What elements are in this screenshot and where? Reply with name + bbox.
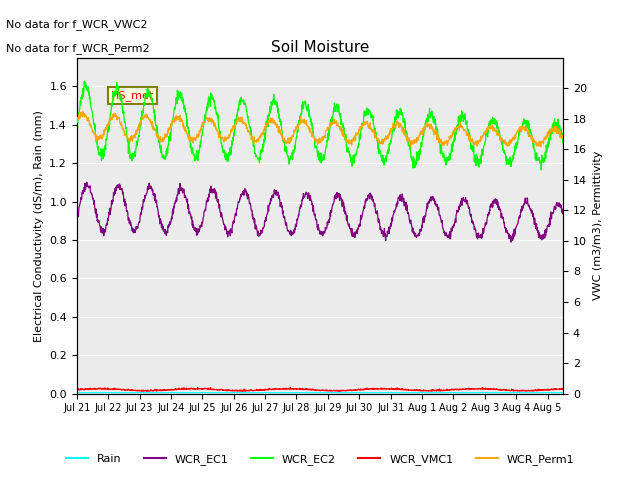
WCR_VMC1: [280, 386, 287, 392]
WCR_EC2: [538, 167, 545, 173]
Rain: [279, 390, 287, 396]
Title: Soil Moisture: Soil Moisture: [271, 40, 369, 55]
Legend: Rain, WCR_EC1, WCR_EC2, WCR_VMC1, WCR_Perm1: Rain, WCR_EC1, WCR_EC2, WCR_VMC1, WCR_Pe…: [61, 450, 579, 469]
WCR_EC2: [290, 150, 298, 156]
WCR_EC2: [559, 138, 567, 144]
Text: No data for f_WCR_VWC2: No data for f_WCR_VWC2: [6, 19, 148, 30]
WCR_Perm1: [537, 144, 545, 150]
WCR_EC1: [350, 233, 358, 239]
WCR_EC1: [111, 191, 118, 197]
Text: HS_met: HS_met: [111, 90, 154, 101]
WCR_VMC1: [145, 388, 152, 394]
WCR_EC2: [131, 148, 138, 154]
Y-axis label: VWC (m3/m3), Permittivity: VWC (m3/m3), Permittivity: [593, 151, 603, 300]
Rain: [298, 390, 306, 396]
Rain: [131, 390, 138, 396]
Rain: [559, 390, 567, 396]
WCR_EC1: [559, 209, 567, 215]
WCR_EC1: [131, 229, 138, 235]
WCR_Perm1: [559, 134, 567, 140]
WCR_VMC1: [299, 385, 307, 391]
WCR_Perm1: [298, 118, 306, 123]
WCR_VMC1: [287, 384, 294, 390]
WCR_VMC1: [290, 386, 298, 392]
WCR_Perm1: [350, 134, 358, 140]
WCR_EC1: [280, 214, 287, 220]
WCR_EC2: [111, 89, 118, 95]
WCR_EC2: [73, 121, 81, 127]
WCR_Perm1: [280, 137, 287, 143]
WCR_VMC1: [111, 386, 118, 392]
WCR_EC2: [350, 160, 358, 166]
WCR_EC1: [290, 228, 298, 234]
WCR_VMC1: [559, 386, 567, 392]
Rain: [73, 390, 81, 396]
WCR_EC1: [73, 215, 81, 221]
Line: WCR_EC1: WCR_EC1: [77, 182, 563, 242]
WCR_EC2: [81, 79, 88, 84]
Line: WCR_Perm1: WCR_Perm1: [77, 111, 563, 147]
WCR_VMC1: [131, 387, 138, 393]
Rain: [349, 390, 357, 396]
Rain: [289, 390, 297, 396]
WCR_Perm1: [111, 110, 118, 116]
Line: WCR_VMC1: WCR_VMC1: [77, 387, 563, 391]
WCR_EC1: [507, 239, 515, 245]
WCR_EC1: [298, 198, 306, 204]
Line: WCR_EC2: WCR_EC2: [77, 82, 563, 170]
WCR_EC2: [298, 106, 306, 112]
Text: No data for f_WCR_Perm2: No data for f_WCR_Perm2: [6, 43, 150, 54]
WCR_Perm1: [79, 108, 87, 114]
WCR_Perm1: [131, 132, 138, 137]
Y-axis label: Electrical Conductivity (dS/m), Rain (mm): Electrical Conductivity (dS/m), Rain (mm…: [34, 109, 44, 342]
WCR_EC2: [280, 140, 287, 145]
WCR_VMC1: [350, 387, 358, 393]
WCR_Perm1: [290, 132, 298, 137]
WCR_VMC1: [73, 387, 81, 393]
Rain: [111, 390, 118, 396]
WCR_Perm1: [73, 118, 81, 124]
WCR_EC1: [83, 180, 91, 185]
